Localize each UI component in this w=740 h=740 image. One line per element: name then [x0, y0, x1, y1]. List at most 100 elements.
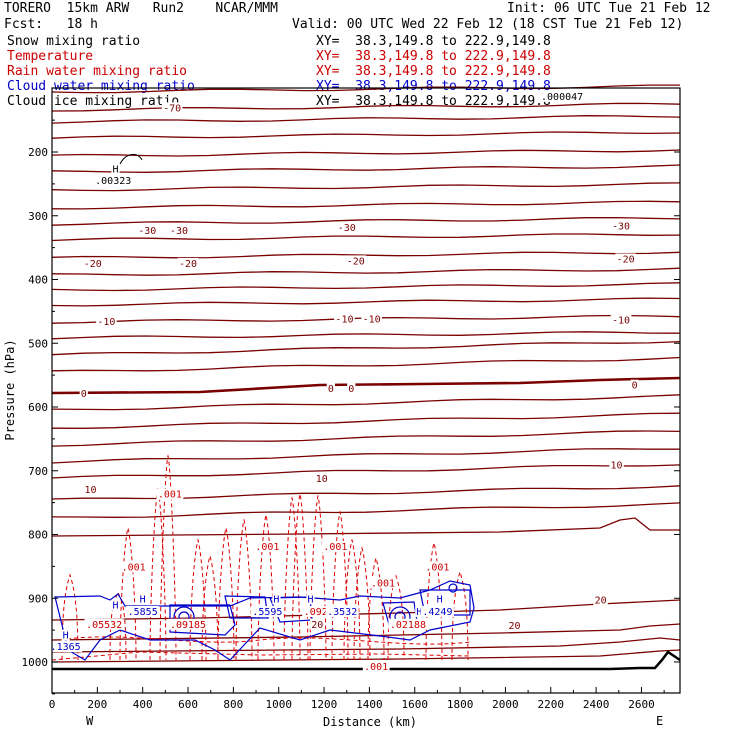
cloud-ice-contour — [119, 154, 143, 165]
y-tick-label: 700 — [28, 465, 48, 478]
rain-contour — [387, 574, 405, 661]
legend-cloud-ice: Cloud ice mixing ratio — [7, 94, 180, 109]
cloud-water-label: H — [63, 631, 69, 642]
plot-frame — [51, 87, 681, 694]
cloud-water-label: .4249 — [422, 607, 452, 618]
isotherm-label: -30 — [170, 226, 188, 237]
isotherm — [51, 430, 681, 447]
rain-contour — [343, 538, 361, 661]
rain-contour — [149, 486, 167, 661]
rain-label: .05532 — [86, 620, 122, 631]
isotherm — [51, 216, 681, 226]
rain-label: .001 — [122, 562, 146, 573]
y-tick-label: 800 — [28, 529, 48, 542]
cloud-ice-label: .00323 — [95, 176, 131, 187]
rain-label: .09185 — [170, 620, 206, 631]
cloud-water-label: .5855 — [128, 607, 158, 618]
legend-snow-xy: XY= 38.3,149.8 to 222.9,149.8 — [316, 34, 551, 49]
isotherm — [51, 182, 681, 192]
isotherm-zero — [51, 376, 681, 395]
isotherm — [51, 340, 681, 356]
west-label: W — [86, 714, 94, 728]
isotherm-label: -10 — [612, 316, 630, 327]
cloud-water-label: .5595 — [252, 607, 282, 618]
rain-contour — [257, 513, 275, 661]
cloud-water-label: .3532 — [327, 607, 357, 618]
legend-temperature: Temperature — [7, 49, 94, 64]
legend-cloud-water: Cloud water mixing ratio — [7, 79, 195, 94]
isotherm-label: -30 — [138, 226, 156, 237]
cloud-water-label: H — [437, 594, 443, 605]
cloud-water-label: H — [112, 601, 118, 612]
isotherm-label: -10 — [335, 314, 353, 325]
isotherm — [51, 149, 681, 157]
isotherm — [51, 517, 680, 537]
east-label: E — [656, 714, 663, 728]
y-tick-label: 900 — [28, 592, 48, 605]
isotherm — [51, 356, 681, 372]
rain-label: .001 — [323, 542, 347, 553]
isotherm — [51, 297, 681, 307]
y-tick-label: 500 — [28, 337, 48, 350]
x-tick-label: 2200 — [538, 698, 565, 711]
forecast-hour: Fcst: 18 h — [4, 17, 98, 32]
isotherm — [51, 331, 681, 340]
rain-contour — [201, 554, 219, 661]
rain-label: .001 — [158, 490, 182, 501]
rain-contour — [235, 518, 253, 661]
isotherm — [51, 502, 681, 518]
rain-contour — [331, 510, 349, 661]
cloud-water-label: .1365 — [51, 642, 81, 653]
model-title: TORERO 15km ARW Run2 NCAR/MMM — [4, 1, 278, 16]
isotherm — [51, 267, 681, 276]
isotherm — [51, 200, 681, 210]
rain-contour — [119, 526, 137, 661]
isotherm — [51, 251, 681, 259]
isotherm-label: 0 — [328, 384, 334, 395]
cloud-ice-label: H — [112, 165, 118, 176]
cloud-water-label: H — [307, 594, 313, 605]
x-tick-label: 1200 — [311, 698, 338, 711]
rain-contour — [217, 526, 235, 661]
x-axis-label: Distance (km) — [323, 715, 417, 729]
isotherm-label: 10 — [85, 485, 97, 496]
isotherm — [51, 102, 681, 112]
isotherm-label: 10 — [316, 474, 328, 485]
rain-contour — [367, 556, 385, 661]
x-tick-label: 200 — [87, 698, 107, 711]
isotherm-label: 20 — [595, 596, 607, 607]
legend-temperature-xy: XY= 38.3,149.8 to 222.9,149.8 — [316, 49, 551, 64]
rain-label: .001 — [371, 578, 395, 589]
isotherm-label: -20 — [347, 256, 365, 267]
x-tick-label: 600 — [178, 698, 198, 711]
rain-contour — [283, 496, 301, 661]
isotherm — [51, 412, 681, 429]
cloud-water-contour — [54, 580, 475, 661]
y-tick-label: 300 — [28, 210, 48, 223]
isotherm — [51, 485, 681, 500]
isotherm-label: 10 — [610, 460, 622, 471]
rain-contour — [59, 636, 471, 645]
y-tick-label: 1000 — [22, 656, 49, 669]
x-tick-label: 800 — [223, 698, 243, 711]
isotherm-label: -10 — [97, 317, 115, 328]
x-tick-label: 0 — [49, 698, 56, 711]
isotherm — [51, 394, 681, 411]
cloud-water-label: H — [140, 594, 146, 605]
cloud-ice-label: .000047 — [541, 92, 583, 103]
isotherm-label: -20 — [617, 254, 635, 265]
rain-label: .02188 — [390, 620, 426, 631]
isotherm-label: -20 — [84, 259, 102, 270]
rain-contour — [189, 538, 207, 661]
legend-rain: Rain water mixing ratio — [7, 64, 188, 79]
rain-label: .001 — [255, 542, 279, 553]
isotherm-label: -30 — [338, 223, 356, 234]
isotherm-label: -10 — [363, 314, 381, 325]
rain-contour — [353, 546, 371, 661]
isotherm — [51, 164, 681, 173]
x-tick-label: 1800 — [447, 698, 474, 711]
isotherm — [51, 233, 681, 242]
rain-label: .09243 — [304, 607, 340, 618]
rain-contour — [451, 570, 469, 661]
